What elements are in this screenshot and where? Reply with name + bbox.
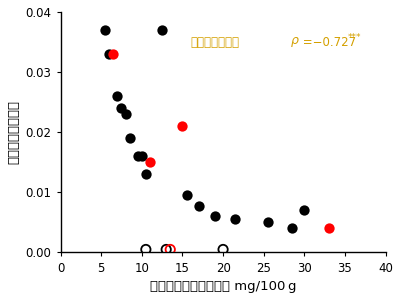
Point (102, 28, 108, 32)
Point (126, 136, 133, 141)
Point (134, 154, 141, 159)
Point (289, 226, 295, 231)
Point (212, 214, 218, 219)
Point (232, 217, 238, 222)
Point (143, 247, 149, 252)
Point (110, 52, 116, 56)
Point (179, 124, 186, 129)
Point (264, 220, 271, 225)
Point (106, 52, 112, 56)
Y-axis label: 玄米への移行係数: 玄米への移行係数 (7, 100, 20, 164)
Point (122, 112, 129, 117)
Point (139, 154, 145, 159)
X-axis label: 土壌の交換性カリ含量 mg/100 g: 土壌の交換性カリ含量 mg/100 g (150, 280, 296, 293)
Text: 順位相関係数: 順位相関係数 (190, 35, 240, 49)
Point (183, 193, 190, 198)
Point (196, 203, 202, 208)
Text: =−0.727: =−0.727 (300, 35, 356, 49)
Point (159, 28, 165, 32)
Point (220, 247, 226, 252)
Point (301, 208, 308, 213)
Text: ***: *** (348, 33, 362, 42)
Point (167, 247, 174, 252)
Point (114, 94, 121, 98)
Point (143, 172, 149, 177)
Point (147, 160, 153, 165)
Text: $\rho$: $\rho$ (290, 35, 300, 49)
Point (163, 247, 169, 252)
Point (326, 226, 332, 231)
Point (118, 106, 125, 111)
